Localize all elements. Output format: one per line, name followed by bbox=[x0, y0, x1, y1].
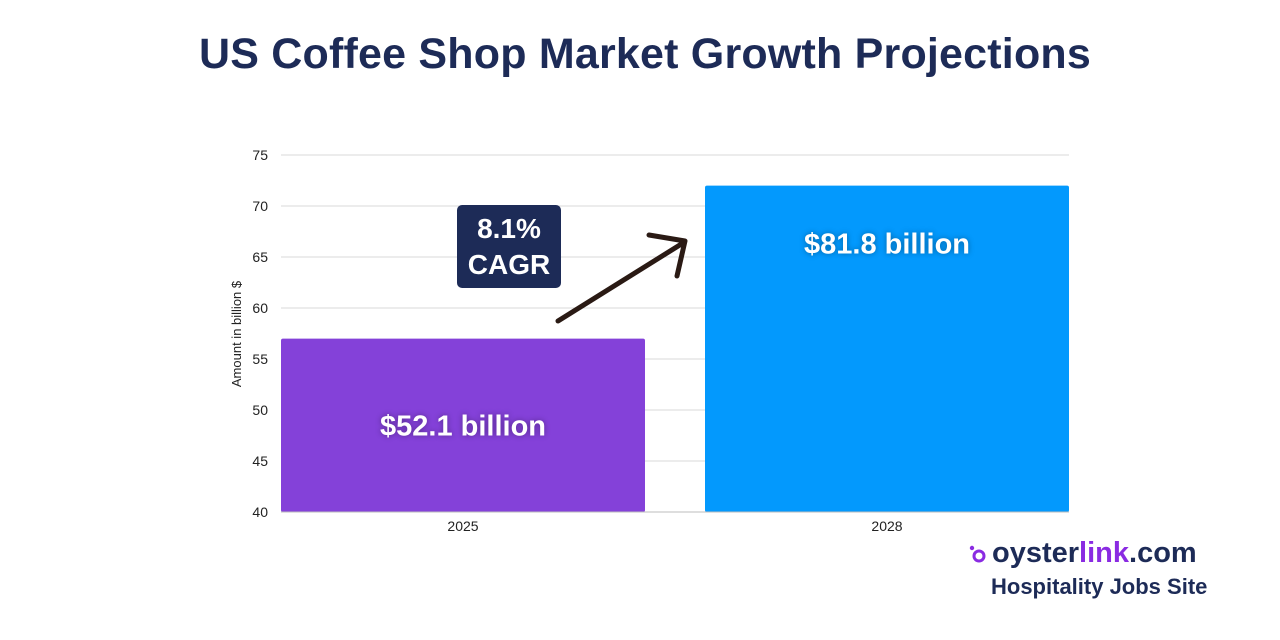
chart-title: US Coffee Shop Market Growth Projections bbox=[199, 30, 1091, 78]
logo-tagline: Hospitality Jobs Site bbox=[991, 574, 1208, 599]
cagr-value: 8.1% bbox=[477, 213, 541, 244]
y-tick-label: 45 bbox=[252, 453, 268, 469]
logo-text-link: link bbox=[1079, 537, 1130, 569]
growth-arrow-shaft bbox=[555, 240, 686, 324]
bar bbox=[281, 338, 645, 512]
y-tick-label: 50 bbox=[252, 402, 268, 418]
x-tick-label: 2025 bbox=[447, 518, 478, 534]
y-tick-label: 60 bbox=[252, 300, 268, 316]
y-tick-label: 55 bbox=[252, 351, 268, 367]
logo-text-oyster: oyster bbox=[992, 537, 1080, 569]
x-tick-label: 2028 bbox=[871, 518, 902, 534]
y-tick-label: 75 bbox=[252, 147, 268, 163]
growth-arrow-head bbox=[646, 232, 688, 279]
oyster-swirl-icon bbox=[969, 545, 986, 562]
bar-data-label: $81.8 billion bbox=[804, 229, 970, 261]
cagr-label: CAGR bbox=[468, 249, 550, 280]
logo-wordmark: oyster link .com bbox=[968, 537, 1228, 570]
bar-data-label: $52.1 billion bbox=[380, 410, 546, 442]
y-tick-label: 40 bbox=[252, 504, 268, 520]
logo-text-com: .com bbox=[1129, 537, 1197, 569]
bar bbox=[705, 185, 1069, 512]
y-tick-label: 70 bbox=[252, 198, 268, 214]
cagr-badge bbox=[457, 205, 561, 288]
y-tick-label: 65 bbox=[252, 249, 268, 265]
y-axis-label: Amount in billion $ bbox=[229, 280, 244, 387]
oysterlink-logo: oyster link .com Hospitality Jobs Site bbox=[968, 537, 1228, 600]
